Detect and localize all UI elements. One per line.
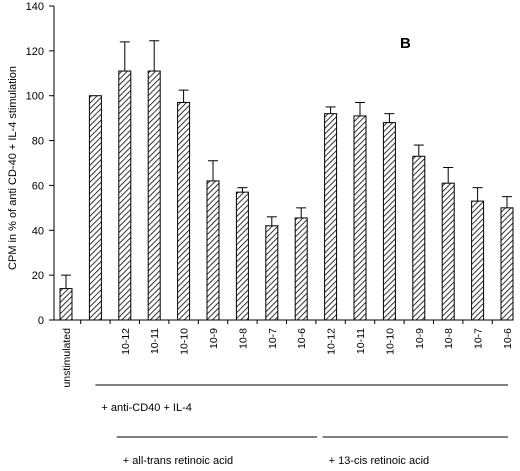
bar [118, 70, 132, 321]
group-label: + all-trans retinoic acid [123, 455, 233, 467]
x-category-label: 10-10 [179, 328, 191, 355]
y-tick-label: 60 [32, 180, 44, 192]
bar [177, 101, 191, 321]
x-category-label: 10-9 [414, 328, 426, 349]
group-label: + anti-CD40 + IL-4 [101, 402, 191, 414]
y-tick-label: 80 [32, 136, 44, 148]
labels-layer: 0 20 40 60 80 100 120 140 unstimulated 10-12 10-11… [26, 1, 514, 467]
bar [382, 122, 396, 321]
x-category-label: 10-7 [473, 328, 485, 349]
bar [412, 155, 426, 321]
y-tick-label: 120 [26, 46, 44, 58]
bar [294, 217, 308, 321]
group-label: + 13-cis retinoic acid [329, 455, 430, 467]
bars-layer [59, 40, 514, 321]
y-tick-label: 20 [32, 270, 44, 282]
x-category-label: 10-8 [443, 328, 455, 349]
x-category-label: 10-9 [208, 328, 220, 349]
y-tick-label: 40 [32, 225, 44, 237]
bar [206, 180, 220, 321]
y-axis-title: CPM in % of anti CD-40 + IL-4 stimulatio… [7, 66, 19, 270]
x-category-label: 10-10 [384, 328, 396, 355]
bar [265, 225, 279, 321]
y-tick-label: 100 [26, 91, 44, 103]
bar [235, 191, 249, 321]
x-category-label: 10-8 [237, 328, 249, 349]
bar [353, 115, 367, 321]
x-category-label: 10-11 [149, 328, 161, 354]
y-tick-label: 0 [38, 315, 44, 327]
bar [88, 95, 102, 321]
bar [441, 182, 455, 321]
x-category-label: 10-6 [296, 328, 308, 349]
x-category-label: unstimulated [61, 328, 73, 388]
x-category-label: 10-6 [502, 328, 514, 349]
bar [147, 70, 161, 321]
x-category-label: 10-7 [267, 328, 279, 349]
bar [324, 113, 338, 321]
panel-letter: B [400, 35, 411, 52]
bar [471, 200, 485, 321]
x-category-label: 10-12 [120, 328, 132, 355]
bar [59, 288, 73, 321]
x-category-label: 10-11 [355, 328, 367, 354]
bar [500, 207, 514, 321]
x-category-label: 10-12 [326, 328, 338, 355]
y-tick-label: 140 [26, 1, 44, 13]
